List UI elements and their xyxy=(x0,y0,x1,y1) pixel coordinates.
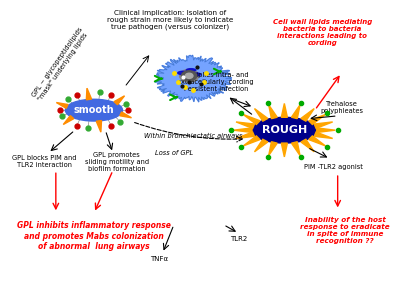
Polygon shape xyxy=(96,121,102,132)
Polygon shape xyxy=(254,109,268,121)
Text: Trehalose
polyphleates: Trehalose polyphleates xyxy=(320,101,363,114)
Text: ROUGH: ROUGH xyxy=(262,125,307,135)
Text: GPL blocks PIM and
TLR2 interaction: GPL blocks PIM and TLR2 interaction xyxy=(12,155,77,168)
Polygon shape xyxy=(155,55,232,102)
Text: Clinical implication: Isolation of
rough strain more likely to indicate
true pat: Clinical implication: Isolation of rough… xyxy=(107,10,233,30)
Text: Loss of GPL: Loss of GPL xyxy=(155,150,193,156)
Polygon shape xyxy=(281,143,288,157)
Ellipse shape xyxy=(193,73,200,76)
Polygon shape xyxy=(309,136,326,146)
Ellipse shape xyxy=(186,69,196,71)
Polygon shape xyxy=(120,112,132,118)
Polygon shape xyxy=(317,128,335,132)
Text: TLR2: TLR2 xyxy=(230,236,247,242)
Polygon shape xyxy=(243,114,260,125)
Polygon shape xyxy=(269,105,277,119)
Ellipse shape xyxy=(252,117,317,143)
Polygon shape xyxy=(301,109,314,121)
Polygon shape xyxy=(63,116,74,125)
Polygon shape xyxy=(301,139,314,152)
Polygon shape xyxy=(243,136,260,146)
Polygon shape xyxy=(309,114,326,125)
Polygon shape xyxy=(314,122,333,128)
Polygon shape xyxy=(236,132,254,138)
Polygon shape xyxy=(56,103,68,108)
Polygon shape xyxy=(292,142,300,155)
Polygon shape xyxy=(114,96,124,105)
Ellipse shape xyxy=(178,71,189,75)
Text: GPL promotes
sliding motility and
biofilm formation: GPL promotes sliding motility and biofil… xyxy=(85,152,149,172)
Polygon shape xyxy=(314,132,333,138)
Text: Cell wall lipids mediating
bacteria to bacteria
interactions leading to
cording: Cell wall lipids mediating bacteria to b… xyxy=(273,18,372,46)
Text: Multiplies intra- and
extracellularly, cording
Persistent infection: Multiplies intra- and extracellularly, c… xyxy=(178,72,254,92)
Text: TNFα: TNFα xyxy=(150,256,168,262)
Polygon shape xyxy=(234,128,252,132)
Text: PIM -TLR2 agonist: PIM -TLR2 agonist xyxy=(304,164,363,171)
Ellipse shape xyxy=(65,99,122,121)
Ellipse shape xyxy=(182,71,197,81)
Text: smooth: smooth xyxy=(74,105,114,115)
Ellipse shape xyxy=(180,69,199,82)
Text: GPL ~ glycopeptidolipids
"mask" underlying lipids: GPL ~ glycopeptidolipids "mask" underlyi… xyxy=(31,27,90,102)
Polygon shape xyxy=(236,122,254,128)
Polygon shape xyxy=(281,103,288,117)
Text: Within bronchiectatic airways: Within bronchiectatic airways xyxy=(144,133,242,139)
Text: GPL inhibits inflammatory response
and promotes Mabs colonization
of abnormal  l: GPL inhibits inflammatory response and p… xyxy=(17,221,171,251)
Polygon shape xyxy=(86,88,92,100)
Ellipse shape xyxy=(185,73,193,78)
Polygon shape xyxy=(254,139,268,152)
Polygon shape xyxy=(292,105,300,119)
Polygon shape xyxy=(269,142,277,155)
Text: Inability of the host
response to eradicate
in spite of immune
recognition ??: Inability of the host response to eradic… xyxy=(300,217,390,244)
